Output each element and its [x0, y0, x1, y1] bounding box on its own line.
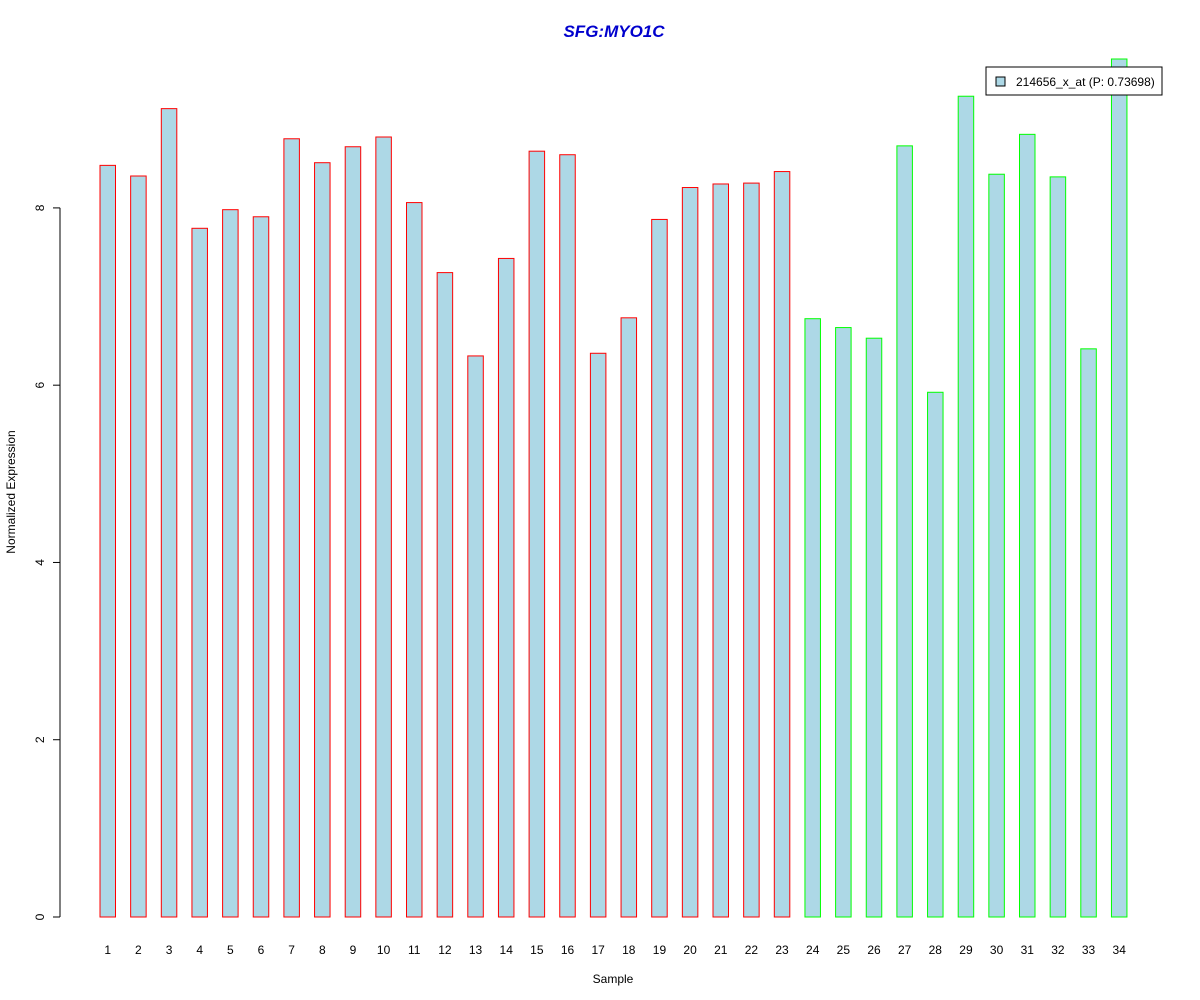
bar: [1080, 348, 1097, 918]
x-tick-label: 15: [530, 943, 544, 957]
bar: [222, 209, 239, 918]
x-tick-label: 11: [408, 943, 421, 957]
x-tick-label: 27: [898, 943, 912, 957]
x-tick-label: 34: [1113, 943, 1127, 957]
bar: [1110, 58, 1128, 918]
bar: [651, 218, 668, 918]
x-tick-label: 3: [166, 943, 173, 957]
bar: [773, 171, 791, 918]
bar: [191, 227, 208, 918]
bar: [375, 136, 392, 918]
x-tick-label: 13: [469, 943, 483, 957]
x-tick-label: 10: [377, 943, 391, 957]
bar: [1049, 176, 1067, 918]
bar: [252, 216, 270, 918]
bar: [1019, 133, 1036, 918]
legend-swatch: [995, 76, 1006, 87]
bar: [743, 182, 760, 918]
x-tick-label: 30: [990, 943, 1004, 957]
bar: [497, 257, 515, 918]
bar: [620, 317, 638, 918]
x-tick-label: 9: [350, 943, 357, 957]
x-tick-label: 16: [561, 943, 575, 957]
bar: [283, 138, 300, 918]
x-tick-label: 1: [104, 943, 111, 957]
x-tick-label: 21: [714, 943, 728, 957]
x-tick-label: 19: [653, 943, 667, 957]
y-tick-label: 0: [33, 913, 47, 920]
legend: 214656_x_at (P: 0.73698): [985, 66, 1163, 96]
x-tick-label: 4: [196, 943, 203, 957]
y-axis-label: Normalized Expression: [4, 430, 18, 553]
bar: [804, 318, 821, 918]
y-tick-label: 6: [33, 382, 47, 389]
y-tick-label: 8: [33, 204, 47, 211]
x-tick-label: 26: [867, 943, 881, 957]
x-tick-label: 28: [929, 943, 943, 957]
x-tick-label: 17: [591, 943, 605, 957]
bars-group: [99, 58, 1128, 918]
x-tick-label: 20: [683, 943, 697, 957]
x-tick-label: 5: [227, 943, 234, 957]
x-tick-label: 23: [775, 943, 789, 957]
bar: [559, 154, 576, 918]
bar: [957, 95, 975, 918]
x-tick-label: 29: [959, 943, 973, 957]
x-tick-label: 25: [837, 943, 851, 957]
x-tick-label: 18: [622, 943, 636, 957]
x-tick-label: 8: [319, 943, 326, 957]
bar: [160, 108, 178, 918]
bar: [130, 175, 147, 918]
bar: [467, 355, 484, 918]
x-tick-label: 12: [438, 943, 452, 957]
chart-title: SFG:MYO1C: [563, 22, 665, 41]
bar: [681, 187, 699, 918]
bar: [436, 272, 454, 918]
x-tick-label: 14: [500, 943, 514, 957]
y-tick-label: 4: [33, 559, 47, 566]
legend-label: 214656_x_at (P: 0.73698): [1016, 75, 1155, 89]
bar: [865, 337, 883, 918]
x-tick-label: 24: [806, 943, 820, 957]
x-tick-label: 6: [258, 943, 265, 957]
x-tick-label: 2: [135, 943, 142, 957]
bar: [528, 150, 546, 918]
bar: [835, 327, 852, 918]
bar: [896, 145, 913, 918]
x-tick-label: 32: [1051, 943, 1065, 957]
bar: [589, 352, 607, 918]
x-tick-label: 31: [1021, 943, 1035, 957]
bar: [99, 164, 116, 918]
y-tick-label: 2: [33, 736, 47, 743]
bar: [927, 391, 944, 918]
x-tick-label: 7: [288, 943, 295, 957]
bar: [406, 202, 423, 918]
x-tick-labels: 1 2 3 4 5 6 7 8 9 10 11 12 13 14 15 16 17 18 19 20 21 22 23 24 2…: [104, 943, 1126, 957]
x-axis-label: Sample: [593, 972, 634, 986]
bar: [712, 183, 729, 918]
x-tick-label: 22: [745, 943, 759, 957]
bar: [988, 173, 1005, 918]
x-tick-label: 33: [1082, 943, 1096, 957]
bar: [314, 162, 331, 918]
legend-box: [985, 66, 1163, 96]
bar: [344, 146, 362, 918]
y-axis: 0 2 4 6 8: [33, 204, 61, 920]
